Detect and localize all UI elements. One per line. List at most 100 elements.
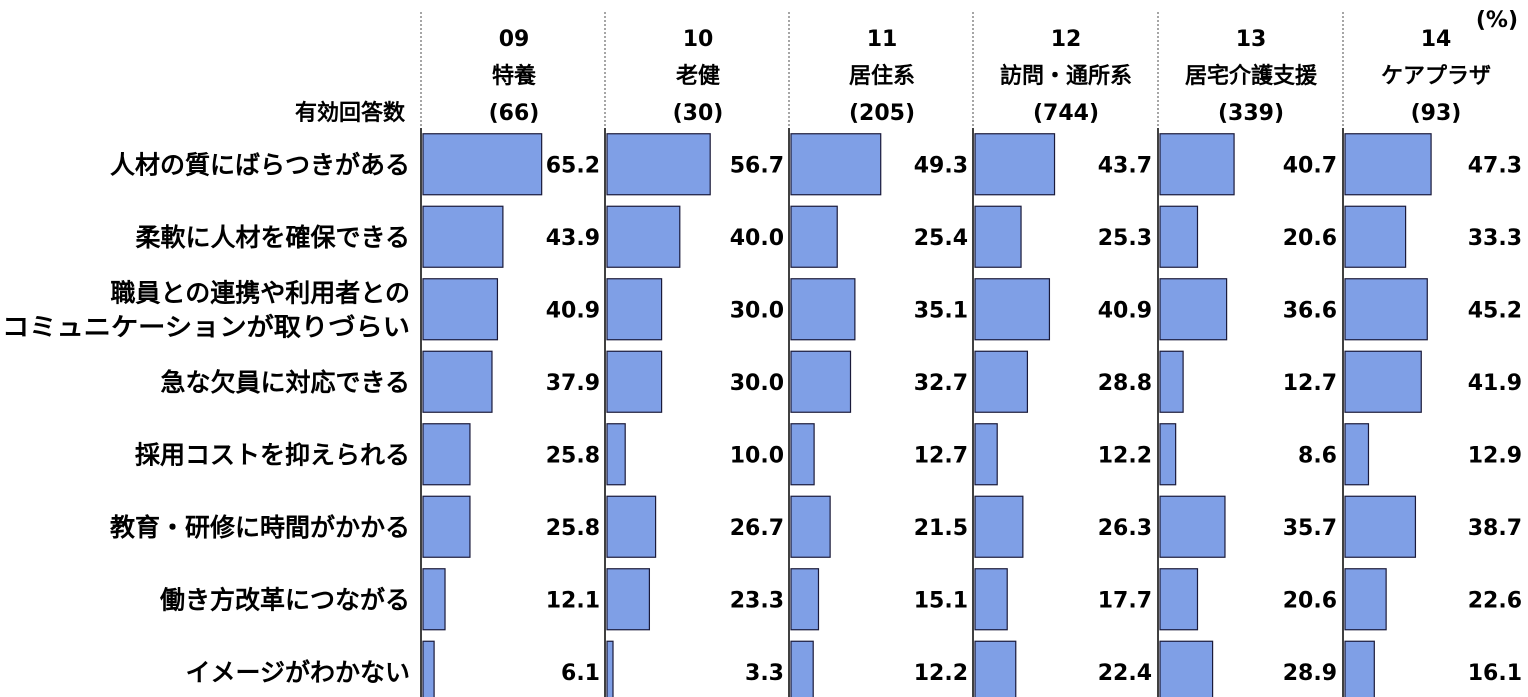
value-label: 12.7 (1283, 371, 1337, 396)
value-label: 22.4 (1098, 661, 1152, 686)
bar (790, 568, 820, 631)
bar (790, 205, 838, 268)
bar (606, 423, 626, 486)
column-name: 居住系 (849, 63, 915, 89)
row-label: 人材の質にばらつきがある (110, 150, 410, 179)
value-label: 56.7 (730, 153, 784, 178)
row-label: 急な欠員に対応できる (160, 368, 410, 397)
row-label: イメージがわかない (185, 658, 410, 687)
bar (1159, 495, 1226, 558)
row-label: コミュニケーションが取りづらい (2, 312, 410, 341)
value-label: 32.7 (914, 371, 968, 396)
value-label: 21.5 (914, 516, 968, 541)
value-label: 25.4 (914, 226, 968, 251)
value-labels: 65.2 43.9 40.9 37.9 25.8 25.8 12.1 6.1 56.7 40.0 3… (546, 153, 1522, 686)
value-label: 25.8 (546, 443, 600, 468)
value-label: 40.9 (546, 298, 600, 323)
bar (1159, 568, 1199, 631)
value-label: 43.7 (1098, 153, 1152, 178)
value-label: 6.1 (561, 661, 600, 686)
column-name: 特養 (492, 63, 536, 89)
bar (974, 133, 1056, 196)
value-label: 10.0 (730, 443, 784, 468)
bar (422, 205, 504, 268)
bar (422, 350, 493, 413)
row-header-label: 有効回答数 (295, 100, 406, 126)
bar (974, 640, 1017, 697)
row-label: 採用コストを抑えられる (135, 440, 410, 469)
column-code: 13 (1236, 27, 1267, 52)
column-code: 14 (1421, 27, 1452, 52)
bar (790, 350, 852, 413)
value-label: 22.6 (1468, 588, 1522, 613)
bar (790, 640, 814, 697)
value-label: 23.3 (730, 588, 784, 613)
bar (1344, 423, 1370, 486)
value-label: 12.2 (1098, 443, 1152, 468)
value-label: 20.6 (1283, 226, 1337, 251)
value-label: 25.8 (546, 516, 600, 541)
bar (1159, 205, 1199, 268)
bar (1159, 133, 1235, 196)
bar (974, 495, 1024, 558)
column-name: 訪問・通所系 (1000, 63, 1132, 89)
column-code: 11 (867, 27, 898, 52)
value-label: 20.6 (1283, 588, 1337, 613)
bar (422, 495, 471, 558)
value-label: 35.7 (1283, 516, 1337, 541)
value-label: 37.9 (546, 371, 600, 396)
row-label: 職員との連携や利用者との (110, 278, 410, 307)
value-label: 40.9 (1098, 298, 1152, 323)
column-code: 12 (1051, 27, 1082, 52)
column-count: (93) (1411, 101, 1462, 126)
bar (974, 205, 1022, 268)
value-label: 12.7 (914, 443, 968, 468)
value-label: 49.3 (914, 153, 968, 178)
bar (606, 205, 681, 268)
value-label: 28.9 (1283, 661, 1337, 686)
value-label: 12.2 (914, 661, 968, 686)
bar (974, 423, 998, 486)
value-label: 40.7 (1283, 153, 1337, 178)
column-count: (66) (489, 101, 540, 126)
value-label: 26.3 (1098, 516, 1152, 541)
value-label: 35.1 (914, 298, 968, 323)
column-count: (205) (849, 101, 915, 126)
column-code: 09 (499, 27, 530, 52)
value-label: 16.1 (1468, 661, 1522, 686)
bar (974, 278, 1051, 341)
bar (606, 278, 663, 341)
bar (422, 640, 435, 697)
column-code: 10 (683, 27, 714, 52)
bar (1159, 350, 1184, 413)
row-label: 柔軟に人材を確保できる (135, 223, 410, 252)
bar (790, 423, 815, 486)
bar (1344, 350, 1422, 413)
column-count: (744) (1033, 101, 1099, 126)
column-name: ケアプラザ (1381, 64, 1491, 89)
value-label: 38.7 (1468, 516, 1522, 541)
bar (790, 495, 831, 558)
bar (1344, 495, 1417, 558)
bar (606, 640, 614, 697)
value-label: 28.8 (1098, 371, 1152, 396)
value-label: 41.9 (1468, 371, 1522, 396)
bars (422, 133, 1432, 697)
bar (422, 278, 499, 341)
bar (422, 568, 446, 631)
bar (606, 495, 657, 558)
bar (422, 423, 471, 486)
bar (1344, 278, 1428, 341)
value-label: 3.3 (745, 661, 784, 686)
bar (606, 568, 651, 631)
value-label: 30.0 (730, 298, 784, 323)
value-label: 33.3 (1468, 226, 1522, 251)
row-labels: 人材の質にばらつきがある柔軟に人材を確保できる職員との連携や利用者とのコミュニケ… (2, 150, 410, 687)
value-label: 47.3 (1468, 153, 1522, 178)
value-label: 30.0 (730, 371, 784, 396)
value-label: 12.9 (1468, 443, 1522, 468)
value-label: 8.6 (1298, 443, 1337, 468)
bar (422, 133, 543, 196)
column-name: 老健 (675, 63, 720, 89)
